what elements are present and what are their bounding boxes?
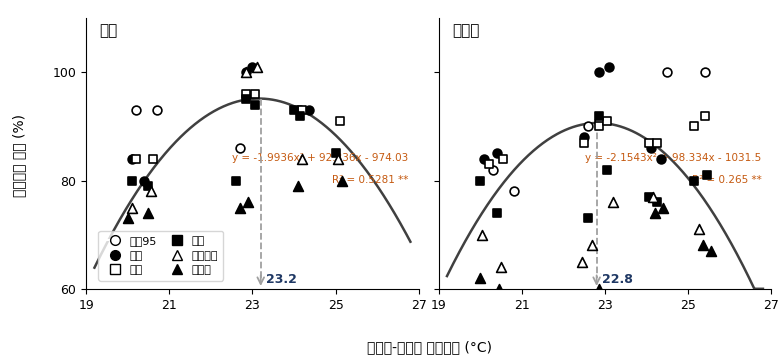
Text: 건물중: 건물중	[452, 23, 479, 39]
Point	[482, 161, 495, 167]
Point	[336, 178, 348, 183]
Text: 22.8: 22.8	[601, 273, 633, 286]
Point	[242, 199, 254, 205]
Point	[701, 172, 713, 178]
Legend: 철원95, 조품, 대보, 청운, 영호진미, 새추청: 철원95, 조품, 대보, 청운, 영호진미, 새추청	[99, 231, 223, 280]
Point	[705, 248, 717, 254]
Point	[240, 69, 252, 75]
Point	[586, 243, 599, 248]
Point	[150, 107, 163, 113]
Point	[593, 113, 605, 118]
Point	[130, 107, 143, 113]
Point	[576, 259, 588, 265]
Point	[248, 91, 261, 97]
Point	[642, 194, 655, 200]
Point	[240, 91, 252, 97]
Point	[696, 243, 709, 248]
Point	[647, 194, 659, 200]
Point	[644, 145, 657, 151]
Point	[125, 178, 138, 183]
Point	[143, 210, 155, 216]
Text: R² = 0.265 **: R² = 0.265 **	[691, 175, 761, 185]
Point	[143, 183, 155, 189]
Point	[582, 302, 594, 308]
Point	[287, 107, 300, 113]
Point	[144, 188, 157, 194]
Point	[648, 210, 661, 216]
Point	[331, 156, 344, 162]
Point	[661, 69, 673, 75]
Point	[294, 113, 306, 118]
Point	[334, 118, 346, 124]
Point	[578, 140, 590, 145]
Point	[476, 232, 489, 238]
Point	[655, 156, 667, 162]
Point	[294, 107, 306, 113]
Point	[246, 64, 258, 70]
Point	[251, 64, 263, 70]
Point	[497, 156, 510, 162]
Point	[229, 178, 242, 183]
Point	[302, 107, 315, 113]
Point	[125, 156, 138, 162]
Point	[593, 69, 605, 75]
Point	[240, 69, 252, 75]
Text: R² = 0.5281 **: R² = 0.5281 **	[332, 175, 409, 185]
Point	[593, 286, 605, 292]
Point	[578, 134, 590, 140]
Point	[248, 102, 261, 108]
Point	[651, 140, 663, 145]
Point	[601, 118, 613, 124]
Point	[651, 199, 663, 205]
Point	[603, 64, 615, 70]
Point	[642, 140, 655, 145]
Text: y = -1.9936x² + 92.336x - 974.03: y = -1.9936x² + 92.336x - 974.03	[233, 153, 409, 164]
Point	[240, 96, 252, 102]
Point	[296, 107, 309, 113]
Point	[121, 216, 134, 221]
Point	[474, 275, 486, 281]
Point	[688, 178, 701, 183]
Point	[138, 178, 150, 183]
Point	[607, 199, 619, 205]
Point	[495, 264, 507, 270]
Point	[593, 123, 605, 129]
Point	[491, 151, 503, 156]
Point	[582, 123, 594, 129]
Text: 최고대비 비율 (%): 최고대비 비율 (%)	[13, 114, 27, 197]
Point	[486, 167, 499, 173]
Point	[657, 205, 669, 210]
Point	[692, 226, 705, 232]
Text: 23.2: 23.2	[265, 273, 297, 286]
Text: 이앙기-출수기 평균기온 (°C): 이앙기-출수기 평균기온 (°C)	[366, 340, 492, 354]
Point	[601, 167, 613, 173]
Point	[688, 123, 701, 129]
Point	[125, 205, 138, 210]
Point	[698, 113, 711, 118]
Point	[593, 118, 605, 124]
Text: 초장: 초장	[99, 23, 117, 39]
Point	[698, 69, 711, 75]
Point	[330, 151, 342, 156]
Point	[233, 205, 246, 210]
Point	[493, 286, 505, 292]
Point	[233, 145, 246, 151]
Point	[507, 188, 520, 194]
Point	[130, 156, 143, 162]
Point	[292, 183, 305, 189]
Point	[478, 156, 491, 162]
Point	[296, 156, 309, 162]
Point	[582, 216, 594, 221]
Point	[146, 156, 159, 162]
Point	[491, 210, 503, 216]
Point	[474, 178, 486, 183]
Text: y = -2.1543x² + 98.334x - 1031.5: y = -2.1543x² + 98.334x - 1031.5	[585, 153, 761, 164]
